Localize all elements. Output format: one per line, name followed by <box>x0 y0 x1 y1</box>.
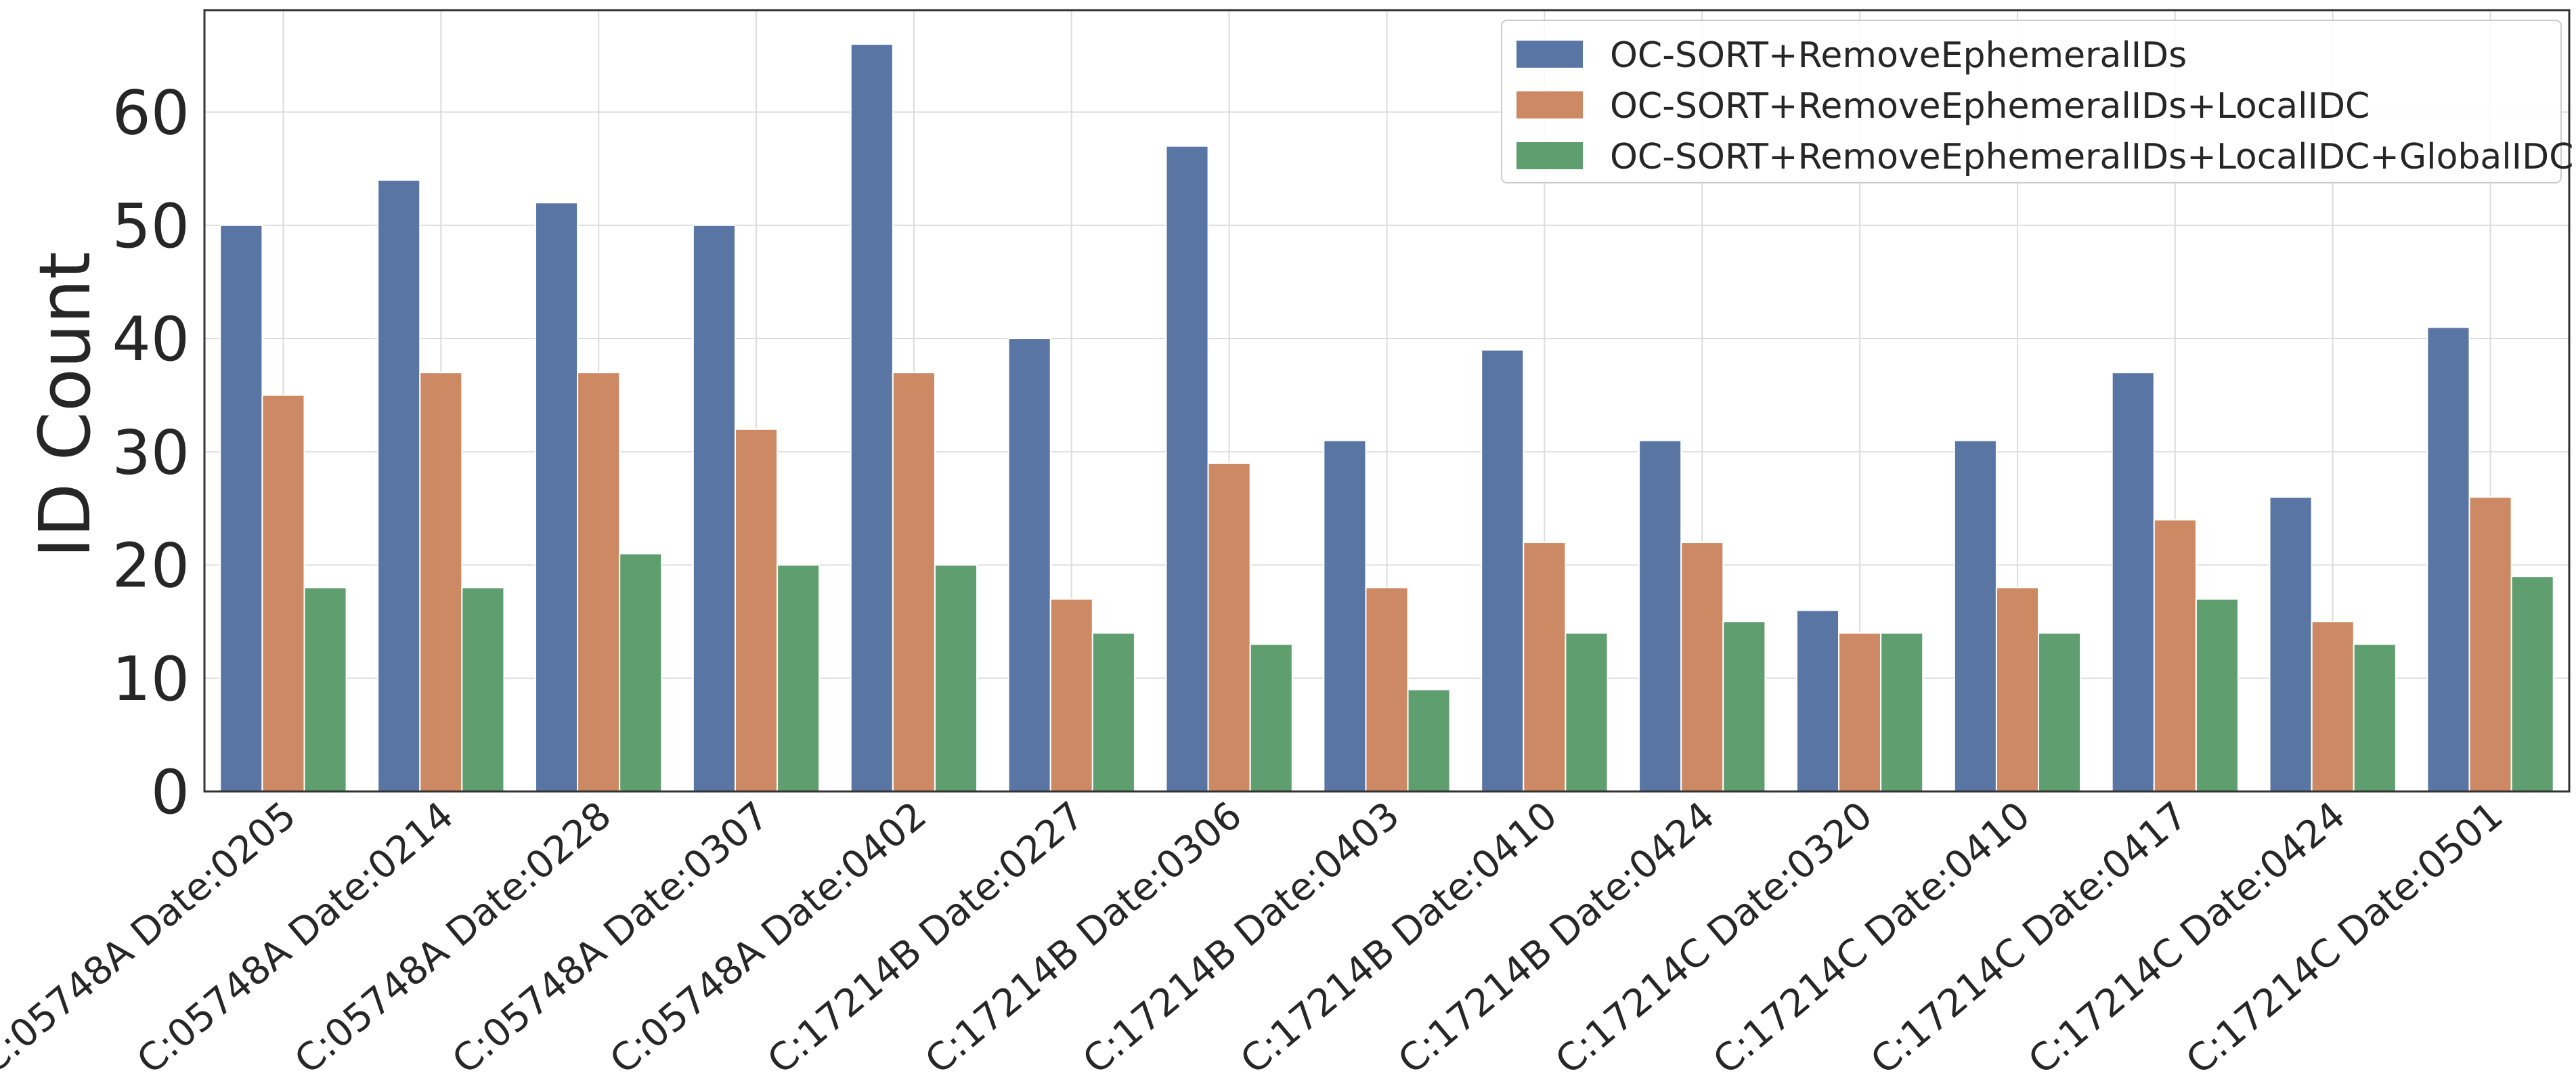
legend-swatch <box>1516 91 1583 118</box>
plot-frame <box>203 9 2571 793</box>
bar <box>2311 621 2355 792</box>
y-tick-label: 10 <box>112 644 190 715</box>
bar <box>261 394 305 792</box>
bar <box>2195 598 2239 792</box>
x-tick-label: C:05748A Date:0307 <box>444 793 777 1083</box>
bar <box>1838 632 1882 793</box>
y-axis-label: ID Count <box>24 252 106 559</box>
x-tick-label: C:17214C Date:0320 <box>1548 793 1881 1083</box>
x-tick-label: C:17214C Date:0410 <box>1705 793 2038 1083</box>
y-tick-label: 20 <box>112 531 190 602</box>
bar <box>892 372 936 792</box>
bar <box>303 586 347 793</box>
bar <box>1795 609 1840 793</box>
bar <box>2111 372 2155 792</box>
y-tick-label: 0 <box>151 757 190 828</box>
bar <box>2269 496 2313 792</box>
bar <box>1722 621 1766 792</box>
bar <box>777 564 821 793</box>
legend: OC-SORT+RemoveEphemeralIDs OC-SORT+Remove… <box>1501 20 2573 183</box>
x-tick-label: C:17214B Date:0424 <box>1390 793 1723 1083</box>
bar <box>1523 542 1567 792</box>
bar <box>1323 439 1367 792</box>
bar <box>1049 598 1093 792</box>
bars-layer <box>219 43 2554 793</box>
bar <box>934 564 978 793</box>
x-tick-label: C:05748A Date:0214 <box>129 793 462 1083</box>
legend-swatch <box>1516 41 1583 68</box>
x-tick-label: C:17214B Date:0306 <box>917 793 1250 1083</box>
bar <box>577 372 621 792</box>
y-tick-label: 50 <box>112 191 190 262</box>
bar <box>1207 462 1251 793</box>
bar <box>2038 632 2082 793</box>
bar <box>1365 586 1409 793</box>
y-tick-label: 60 <box>112 78 190 149</box>
bar <box>419 372 463 792</box>
bar <box>461 586 505 793</box>
x-tick-label: C:17214B Date:0403 <box>1075 793 1408 1083</box>
bar <box>1953 439 1997 792</box>
bar <box>1680 542 1724 792</box>
bar <box>535 202 579 792</box>
bar <box>1407 689 1451 793</box>
bar <box>1091 632 1135 793</box>
x-tick-label: C:05748A Date:0228 <box>286 793 619 1083</box>
bar <box>734 428 779 792</box>
x-tick-label: C:17214C Date:0424 <box>2020 793 2353 1083</box>
bar <box>1481 349 1525 792</box>
y-tick-label: 40 <box>112 304 190 375</box>
bar <box>1565 632 1609 793</box>
legend-label: OC-SORT+RemoveEphemeralIDs <box>1610 35 2187 76</box>
bar <box>619 552 663 792</box>
bar <box>2426 326 2470 792</box>
bar <box>2510 575 2554 792</box>
bar <box>1880 632 1924 793</box>
bar <box>2468 496 2512 792</box>
x-tick-label: C:17214B Date:0410 <box>1232 793 1565 1083</box>
legend-label: OC-SORT+RemoveEphemeralIDs+LocalIDC <box>1610 86 2370 127</box>
legend-box <box>1501 20 2562 183</box>
bar <box>692 224 736 792</box>
bar <box>2353 643 2397 792</box>
bar <box>219 224 263 792</box>
bar <box>1249 643 1293 792</box>
y-tick-label: 30 <box>112 417 190 488</box>
bar <box>1638 439 1682 792</box>
legend-label: OC-SORT+RemoveEphemeralIDs+LocalIDC+Glob… <box>1610 137 2573 177</box>
bar <box>2153 519 2197 792</box>
x-tick-label: C:17214C Date:0501 <box>2178 793 2511 1083</box>
bar <box>850 43 894 792</box>
bar <box>1007 338 1051 793</box>
legend-swatch <box>1516 142 1583 169</box>
bar <box>1995 586 2040 793</box>
x-tick-label: C:17214B Date:0227 <box>760 793 1093 1083</box>
x-tick-label: C:05748A Date:0402 <box>602 793 935 1083</box>
bar <box>377 179 421 792</box>
x-tick-label: C:17214C Date:0417 <box>1862 793 2196 1083</box>
bar <box>1165 145 1209 792</box>
